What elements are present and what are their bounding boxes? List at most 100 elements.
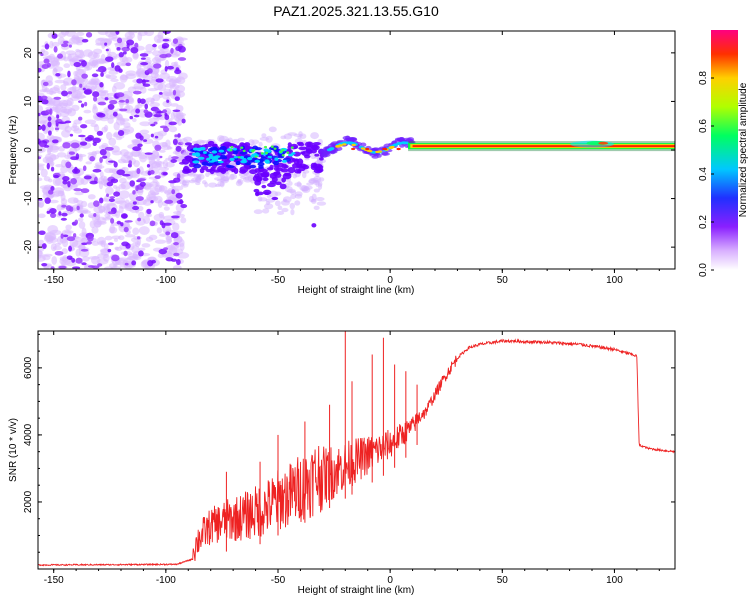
spectral-blob (93, 200, 100, 207)
spectral-blob (65, 161, 72, 169)
spectral-blob (329, 149, 336, 155)
spectral-blob (133, 82, 146, 91)
spectral-blob (116, 47, 121, 51)
spectral-blob (300, 185, 310, 192)
spectral-blob (97, 101, 107, 106)
spectral-blob (59, 111, 70, 118)
spectral-blob (310, 152, 317, 160)
spectral-blob (116, 113, 123, 120)
spectral-blob (71, 79, 77, 86)
spectral-blob (137, 97, 142, 104)
spectral-blob (149, 170, 155, 175)
spectral-blob (81, 242, 88, 246)
spectral-blob (310, 162, 317, 168)
spectral-blob (145, 154, 157, 159)
spectral-blob (104, 97, 109, 101)
spectral-blob (311, 193, 317, 201)
spectral-blob (104, 42, 108, 46)
spectral-blob (291, 158, 298, 162)
spectral-blob (41, 95, 48, 100)
spectral-blob (240, 146, 244, 149)
spectral-blob (52, 245, 62, 251)
spectral-blob (274, 172, 282, 178)
spectral-blob (107, 160, 116, 163)
x-tick-label: 0 (387, 575, 393, 586)
spectral-blob (162, 100, 172, 108)
snr-marks (38, 331, 675, 567)
spectral-blob (263, 203, 274, 210)
spectral-blob (38, 239, 44, 244)
spectral-blob (335, 145, 341, 148)
spectral-blob (38, 230, 46, 236)
spectral-blob (43, 58, 50, 64)
spectral-blob (271, 196, 279, 201)
chart-title: PAZ1.2025.321.13.55.G10 (273, 3, 439, 19)
spectral-blob (112, 111, 118, 117)
spectral-blob (274, 200, 281, 207)
spectral-blob (137, 217, 142, 222)
spectral-blob (300, 151, 306, 155)
spectral-blob (83, 89, 92, 95)
spectral-blob (163, 190, 169, 194)
spectral-blob (53, 96, 62, 100)
spectral-blob (254, 159, 261, 163)
spectral-blob (150, 133, 154, 138)
spectral-blob (92, 168, 102, 173)
spectral-blob (69, 184, 79, 188)
spectral-blob (156, 154, 161, 161)
spectral-blob (116, 220, 122, 225)
spectral-blob (173, 252, 180, 257)
spectral-blob (254, 180, 262, 186)
spectral-blob (154, 175, 161, 180)
x-tick-label: 0 (387, 275, 393, 286)
spectral-blob (239, 155, 245, 160)
spectral-blob (119, 149, 129, 157)
spectral-blob (152, 179, 158, 184)
spectral-blob (237, 156, 241, 159)
spectral-blob (199, 168, 205, 174)
spectral-blob (107, 248, 112, 253)
spectral-blob (273, 147, 277, 150)
spectral-blob (38, 201, 41, 207)
spectral-blob (78, 134, 86, 138)
spectrogram-x-ticks: -150 -100 -50 0 50 100 (44, 31, 660, 286)
spectral-blob (296, 141, 304, 145)
spectral-blob (242, 149, 246, 153)
spectral-blob (139, 121, 152, 127)
spectral-blob (132, 190, 136, 195)
spectral-blob (381, 152, 390, 156)
spectral-blob (274, 157, 279, 161)
spectral-blob (143, 50, 153, 54)
spectral-blob (75, 31, 85, 36)
spectral-blob (287, 166, 296, 174)
spectral-blob (76, 205, 80, 211)
spectral-blob (172, 79, 177, 87)
spectral-blob (254, 168, 262, 173)
colorbar-tick-label: 0.2 (698, 215, 709, 229)
spectral-blob (61, 212, 68, 217)
spectral-blob (145, 70, 151, 73)
spectral-blob (317, 183, 323, 190)
spectral-blob (176, 258, 181, 266)
spectral-blob (113, 122, 120, 131)
spectral-blob (121, 56, 129, 63)
spectral-blob (139, 98, 146, 104)
spectral-blob (315, 196, 325, 202)
spectral-blob (60, 165, 69, 174)
spectral-blob (58, 211, 62, 216)
spectral-blob (124, 220, 133, 223)
spectral-blob (70, 142, 80, 149)
spectral-blob (124, 234, 136, 238)
spectral-blob (175, 46, 182, 52)
spectral-blob (105, 193, 110, 198)
spectral-blob (104, 56, 114, 62)
spectral-blob (45, 75, 53, 83)
spectral-blob (62, 238, 69, 248)
spectral-blob (133, 114, 140, 118)
spectral-blob (118, 99, 126, 103)
spectral-blob (83, 109, 92, 114)
spectral-blob (294, 191, 303, 197)
spectral-blob (302, 164, 310, 170)
spectral-blob (40, 168, 48, 178)
spectral-blob (119, 118, 125, 125)
